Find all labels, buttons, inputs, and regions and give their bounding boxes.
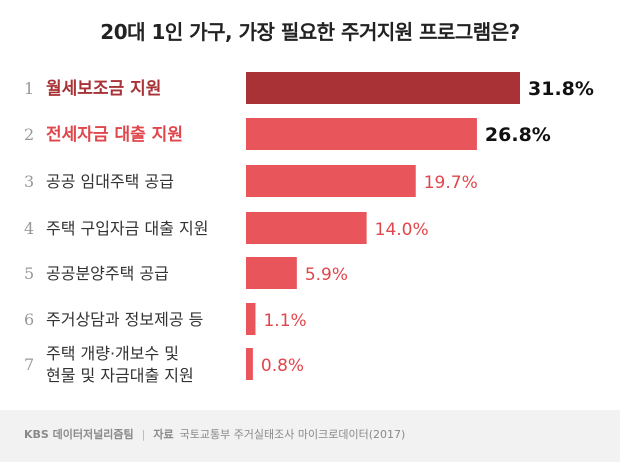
footer-source: 국토교통부 주거실태조사 마이크로데이터(2017) xyxy=(179,428,406,441)
bar xyxy=(246,257,297,289)
category-label: 공공 임대주택 공급 xyxy=(46,172,174,191)
chart-title: 20대 1인 가구, 가장 필요한 주거지원 프로그램은? xyxy=(100,20,520,44)
rank-number: 6 xyxy=(24,310,34,329)
bar xyxy=(246,303,256,335)
rank-number: 1 xyxy=(24,79,34,98)
bar-chart: 1 월세보조금 지원 31.8% 2 전세자금 대출 지원 26.8% 3 공공 임대주택 공… xyxy=(24,72,594,385)
value-label: 5.9% xyxy=(305,265,348,285)
category-label: 현물 및 자금대출 지원 xyxy=(46,366,194,385)
footer-source-label: 자료 xyxy=(153,428,174,441)
value-label: 14.0% xyxy=(375,220,429,240)
footer-brand: KBS 데이터저널리즘팀 xyxy=(24,428,134,441)
value-label: 1.1% xyxy=(263,311,306,331)
bar xyxy=(246,348,253,380)
bar xyxy=(246,165,416,197)
rank-number: 7 xyxy=(24,355,34,374)
category-label: 주거상담과 정보제공 등 xyxy=(46,310,203,329)
rank-number: 5 xyxy=(24,264,34,283)
value-label: 0.8% xyxy=(261,356,304,376)
footer-separator: | xyxy=(141,428,146,441)
category-label: 공공분양주택 공급 xyxy=(46,264,169,283)
category-label: 주택 개량·개보수 및 xyxy=(46,344,179,363)
value-label: 26.8% xyxy=(485,124,551,146)
rank-number: 2 xyxy=(24,125,34,144)
value-label: 19.7% xyxy=(424,173,478,193)
bar xyxy=(246,72,520,104)
footer-text: KBS 데이터저널리즘팀 | 자료 국토교통부 주거실태조사 마이크로데이터(2017… xyxy=(24,426,405,442)
category-label: 월세보조금 지원 xyxy=(46,79,161,99)
bar xyxy=(246,212,367,244)
value-label: 31.8% xyxy=(528,78,594,100)
category-label: 주택 구입자금 대출 지원 xyxy=(46,219,208,238)
bar xyxy=(246,118,477,150)
footer: KBS 데이터저널리즘팀 | 자료 국토교통부 주거실태조사 마이크로데이터(2017… xyxy=(0,410,620,462)
rank-number: 4 xyxy=(24,219,34,238)
rank-number: 3 xyxy=(24,172,34,191)
category-label: 전세자금 대출 지원 xyxy=(46,125,183,145)
